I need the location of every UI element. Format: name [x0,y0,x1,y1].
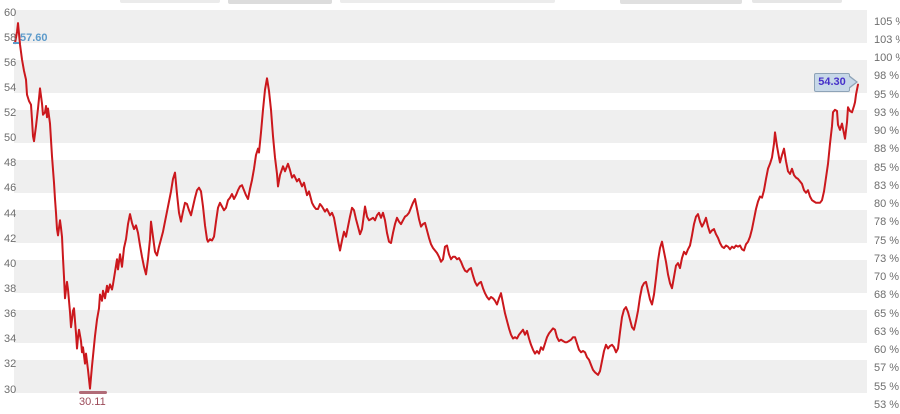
y-axis-label-right: 88 % [874,143,900,155]
y-axis-label-right: 95 % [874,89,900,101]
cropped-ui-fragment [620,0,742,4]
price-line[interactable] [14,22,859,390]
y-axis-label-right: 83 % [874,180,900,192]
y-axis-label-left: 48 [4,157,17,169]
start-price-tick [13,42,19,44]
y-axis-label-right: 70 % [874,271,900,283]
y-axis-label-right: 57 % [874,362,900,374]
y-axis-label-right: 75 % [874,235,900,247]
min-price-tick [79,391,107,394]
y-axis-label-right: 103 % [874,34,900,46]
y-axis-label-right: 78 % [874,216,900,228]
last-price-callout-arrow [848,76,856,88]
y-axis-label-right: 68 % [874,289,900,301]
plot-band [14,210,867,243]
y-axis-label-left: 56 [4,57,17,69]
start-price-label: 57.60 [20,32,48,44]
y-axis-label-right: 100 % [874,52,900,64]
y-axis-label-left: 58 [4,32,17,44]
y-axis-label-left: 30 [4,384,17,396]
y-axis-label-left: 34 [4,333,17,345]
y-axis-label-left: 42 [4,233,17,245]
y-axis-label-right: 98 % [874,70,900,82]
min-price-label: 30.11 [79,396,106,408]
y-axis-label-right: 60 % [874,344,900,356]
cropped-ui-fragment [228,0,332,4]
y-axis-label-left: 54 [4,82,17,94]
plot-band [14,360,867,393]
y-axis-label-right: 105 % [874,16,900,28]
plot-band [14,10,867,43]
y-axis-label-left: 44 [4,208,17,220]
y-axis-label-left: 40 [4,258,17,270]
plot-band [14,110,867,143]
y-axis-label-left: 38 [4,283,17,295]
y-axis-label-left: 60 [4,7,17,19]
plot-band [14,60,867,93]
y-axis-label-left: 32 [4,358,17,370]
y-axis-label-right: 93 % [874,107,900,119]
y-axis-label-right: 65 % [874,308,900,320]
cropped-ui-fragment [340,0,555,3]
cropped-ui-fragment [752,0,842,3]
plot-band [14,160,867,193]
y-axis-label-left: 52 [4,107,17,119]
y-axis-label-right: 80 % [874,198,900,210]
y-axis-label-right: 63 % [874,326,900,338]
y-axis-label-right: 53 % [874,399,900,411]
y-axis-label-right: 85 % [874,162,900,174]
cropped-ui-fragment [120,0,220,3]
y-axis-label-left: 46 [4,182,17,194]
y-axis-label-left: 36 [4,308,17,320]
last-price-callout: 54.30 [814,73,850,92]
y-axis-label-right: 90 % [874,125,900,137]
y-axis-label-left: 50 [4,132,17,144]
plot-band [14,310,867,343]
y-axis-label-right: 55 % [874,381,900,393]
y-axis-label-right: 73 % [874,253,900,265]
plot-band [14,260,867,293]
